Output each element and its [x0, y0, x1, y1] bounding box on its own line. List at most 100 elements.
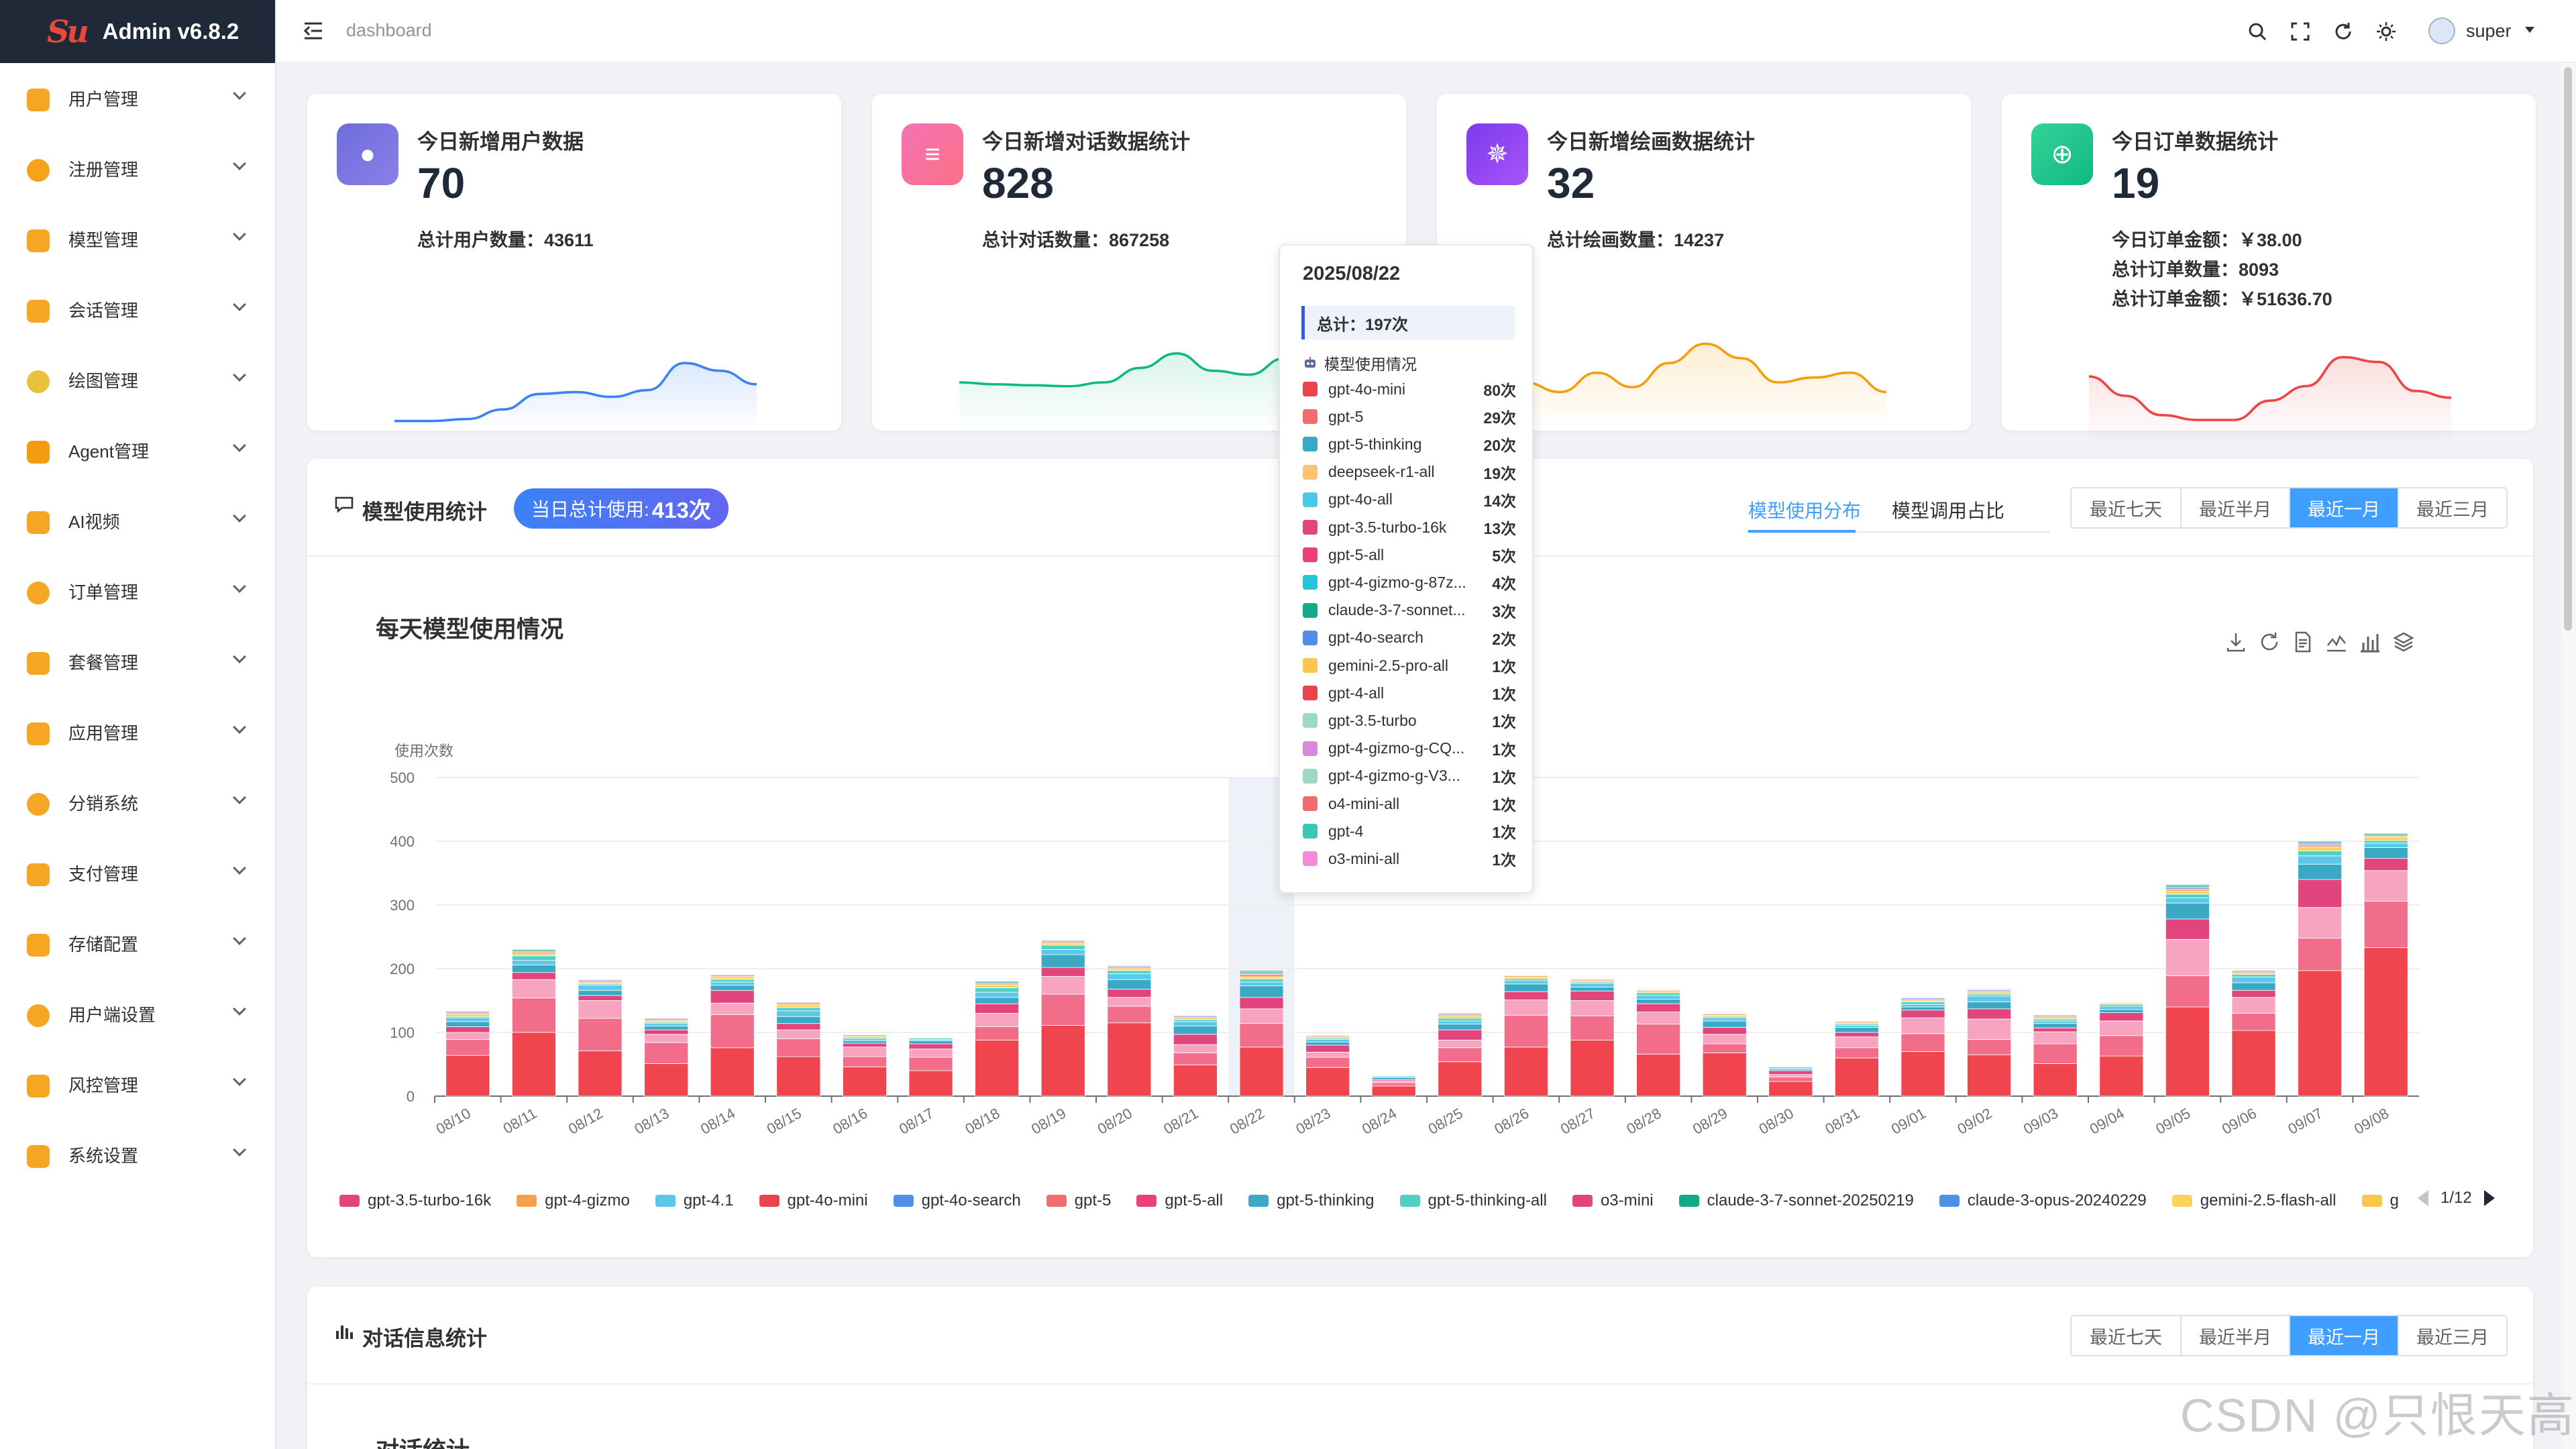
bar-segment[interactable] [1570, 987, 1615, 991]
bar-segment[interactable] [511, 998, 556, 1033]
bar-segment[interactable] [2363, 847, 2408, 859]
bar-segment[interactable] [710, 1047, 755, 1097]
bar-segment[interactable] [2363, 843, 2408, 848]
bar-segment[interactable] [1040, 939, 1085, 941]
bar-segment[interactable] [1305, 1067, 1350, 1097]
bar-segment[interactable] [710, 979, 755, 983]
bar-segment[interactable] [445, 1014, 490, 1017]
bar-segment[interactable] [1239, 997, 1284, 1010]
chevron-down-icon[interactable] [233, 580, 246, 593]
bar-segment[interactable] [644, 1023, 689, 1026]
bar-segment[interactable] [578, 1051, 623, 1097]
restore-icon[interactable] [2258, 631, 2281, 653]
bar-segment[interactable] [1239, 1023, 1284, 1048]
user-dropdown-caret-icon[interactable] [2525, 27, 2534, 33]
tab-model-distribution[interactable]: 模型使用分布 [1748, 500, 1862, 521]
bar-segment[interactable] [1834, 1036, 1879, 1049]
bar-segment[interactable] [1570, 1015, 1615, 1040]
bar-segment[interactable] [908, 1049, 953, 1058]
bar-stack-08/31[interactable] [1834, 1021, 1879, 1097]
bar-stack-08/27[interactable] [1570, 979, 1615, 1097]
bar-segment[interactable] [1173, 1065, 1218, 1097]
bar-segment[interactable] [1834, 1025, 1879, 1028]
bar-segment[interactable] [975, 987, 1020, 993]
bar-segment[interactable] [1040, 949, 1085, 955]
bar-segment[interactable] [842, 1038, 887, 1041]
bar-segment[interactable] [2099, 1055, 2144, 1097]
bar-segment[interactable] [975, 997, 1020, 1004]
bar-stack-08/26[interactable] [1503, 975, 1548, 1097]
bar-segment[interactable] [2099, 1004, 2144, 1007]
bar-segment[interactable] [1173, 1021, 1218, 1026]
legend-item[interactable]: gpt-4o-search [893, 1191, 1021, 1210]
bar-segment[interactable] [1239, 985, 1284, 998]
bar-stack-09/07[interactable] [2298, 841, 2343, 1097]
bar-segment[interactable] [1371, 1082, 1416, 1087]
bar-segment[interactable] [1768, 1081, 1813, 1097]
bar-segment[interactable] [2363, 858, 2408, 871]
bar-segment[interactable] [445, 1032, 490, 1040]
bar-segment[interactable] [2165, 1006, 2210, 1097]
chevron-down-icon[interactable] [233, 227, 246, 241]
bar-segment[interactable] [2033, 1027, 2078, 1032]
bar-segment[interactable] [710, 977, 755, 980]
bar-stack-08/28[interactable] [1636, 989, 1681, 1097]
bar-segment[interactable] [2033, 1043, 2078, 1064]
bar-segment[interactable] [445, 1039, 490, 1056]
bar-stack-08/24[interactable] [1371, 1075, 1416, 1097]
bar-segment[interactable] [1636, 1003, 1681, 1013]
bar-segment[interactable] [2099, 1020, 2144, 1036]
data-view-icon[interactable] [2292, 631, 2314, 653]
bar-segment[interactable] [776, 1010, 821, 1017]
bar-segment[interactable] [445, 1026, 490, 1033]
bar-stack-09/03[interactable] [2033, 1014, 2078, 1097]
chevron-down-icon[interactable] [233, 791, 246, 804]
bar-segment[interactable] [2231, 997, 2276, 1014]
legend-next-icon[interactable] [2483, 1190, 2495, 1206]
bar-segment[interactable] [776, 1007, 821, 1012]
bar-stack-09/02[interactable] [1967, 989, 2012, 1097]
legend-item[interactable]: g [2361, 1191, 2399, 1210]
bar-segment[interactable] [1305, 1039, 1350, 1042]
bar-segment[interactable] [578, 1000, 623, 1019]
bar-segment[interactable] [710, 981, 755, 986]
bar-segment[interactable] [1570, 1040, 1615, 1097]
chevron-down-icon[interactable] [233, 157, 246, 170]
sidebar-item-5[interactable]: Agent管理 [0, 415, 275, 486]
dialog-range-7-days-button[interactable]: 最近七天 [2072, 1316, 2180, 1355]
bar-segment[interactable] [1768, 1077, 1813, 1082]
bar-segment[interactable] [1834, 1057, 1879, 1097]
bar-segment[interactable] [511, 1032, 556, 1097]
bar-segment[interactable] [1503, 991, 1548, 1000]
bar-segment[interactable] [2099, 1006, 2144, 1010]
bar-stack-08/25[interactable] [1438, 1013, 1483, 1097]
bar-segment[interactable] [2099, 1035, 2144, 1057]
bar-segment[interactable] [2298, 863, 2343, 880]
bar-segment[interactable] [1371, 1080, 1416, 1083]
bar-segment[interactable] [1967, 1039, 2012, 1055]
bar-segment[interactable] [2165, 890, 2210, 895]
bar-segment[interactable] [776, 1002, 821, 1004]
bar-stack-09/05[interactable] [2165, 884, 2210, 1097]
bar-segment[interactable] [511, 960, 556, 965]
bar-segment[interactable] [2033, 1020, 2078, 1024]
bar-segment[interactable] [511, 979, 556, 999]
bar-segment[interactable] [1305, 1044, 1350, 1053]
bar-segment[interactable] [2165, 902, 2210, 920]
legend-item[interactable]: gpt-4.1 [655, 1191, 734, 1210]
sidebar-item-12[interactable]: 存储配置 [0, 908, 275, 979]
bar-stack-08/10[interactable] [445, 1011, 490, 1097]
bar-segment[interactable] [1239, 974, 1284, 977]
bar-segment[interactable] [1040, 954, 1085, 968]
stack-switch-icon[interactable] [2392, 631, 2415, 653]
bar-segment[interactable] [1438, 1018, 1483, 1022]
bar-segment[interactable] [2165, 918, 2210, 940]
bar-segment[interactable] [1371, 1085, 1416, 1097]
sidebar-item-0[interactable]: 用户管理 [0, 63, 275, 133]
bar-segment[interactable] [842, 1066, 887, 1097]
bar-segment[interactable] [1768, 1065, 1813, 1067]
bar-segment[interactable] [511, 955, 556, 961]
bar-segment[interactable] [2363, 840, 2408, 844]
bar-segment[interactable] [1900, 1017, 1945, 1034]
bar-segment[interactable] [2165, 975, 2210, 1008]
